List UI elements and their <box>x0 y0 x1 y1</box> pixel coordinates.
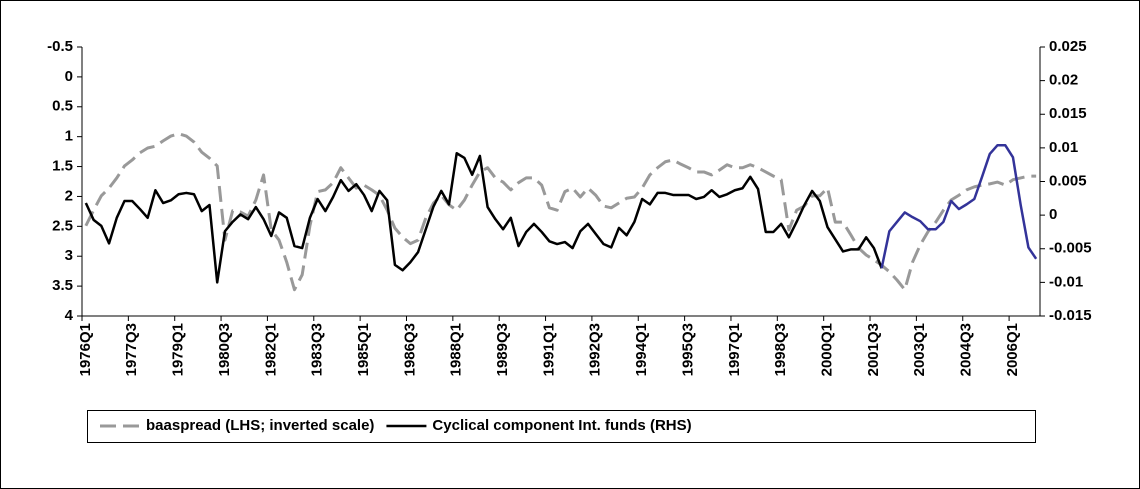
y2-tick-label: -0.005 <box>1049 240 1092 257</box>
y2-tick-label: -0.01 <box>1049 273 1083 290</box>
x-tick-label: 1992Q3 <box>587 323 604 376</box>
series-line <box>84 132 1037 292</box>
legend-box <box>87 410 1036 443</box>
y-tick-label: 4 <box>65 307 74 324</box>
y2-tick-label: 0.005 <box>1049 172 1087 189</box>
x-tick-label: 1998Q3 <box>772 323 789 376</box>
x-tick-label: 1977Q3 <box>123 323 140 376</box>
x-tick-label: 2003Q1 <box>911 323 928 376</box>
y2-tick-label: 0 <box>1049 206 1057 223</box>
y-tick-label: 1 <box>65 128 73 145</box>
y-tick-label: 1.5 <box>52 158 73 175</box>
x-tick-label: 1985Q1 <box>355 323 372 376</box>
y-tick-label: -0.5 <box>47 38 73 55</box>
x-tick-label: 2004Q3 <box>958 323 975 376</box>
y-tick-label: 3.5 <box>52 277 73 294</box>
x-tick-label: 2000Q1 <box>819 323 836 376</box>
x-tick-label: 1986Q3 <box>401 323 418 376</box>
y-tick-label: 2.5 <box>52 217 73 234</box>
y-tick-label: 2 <box>65 187 73 204</box>
x-tick-label: 1979Q1 <box>170 323 187 376</box>
legend-label: baaspread (LHS; inverted scale) <box>146 417 374 434</box>
x-tick-label: 1994Q1 <box>633 323 650 376</box>
y-tick-label: 0.5 <box>52 98 73 115</box>
x-tick-label: 1983Q3 <box>309 323 326 376</box>
x-tick-label: 1988Q1 <box>448 323 465 376</box>
y2-tick-label: -0.015 <box>1049 307 1092 324</box>
x-tick-label: 1997Q1 <box>726 323 743 376</box>
x-tick-label: 1980Q3 <box>216 323 233 376</box>
series-line <box>84 152 883 284</box>
x-tick-label: 1995Q3 <box>679 323 696 376</box>
x-tick-label: 1991Q1 <box>540 323 557 376</box>
y-tick-label: 0 <box>65 68 73 85</box>
series-line <box>880 143 1038 269</box>
y2-tick-label: 0.01 <box>1049 139 1078 156</box>
legend-label: Cyclical component Int. funds (RHS) <box>432 417 691 434</box>
x-tick-label: 2006Q1 <box>1004 323 1021 376</box>
y-tick-label: 3 <box>65 247 73 264</box>
y2-tick-label: 0.025 <box>1049 38 1087 55</box>
x-tick-label: 1989Q3 <box>494 323 511 376</box>
y2-tick-label: 0.02 <box>1049 72 1078 89</box>
y2-tick-label: 0.015 <box>1049 105 1087 122</box>
x-tick-label: 1982Q1 <box>262 323 279 376</box>
x-tick-label: 1976Q1 <box>77 323 94 376</box>
x-tick-label: 2001Q3 <box>865 323 882 376</box>
